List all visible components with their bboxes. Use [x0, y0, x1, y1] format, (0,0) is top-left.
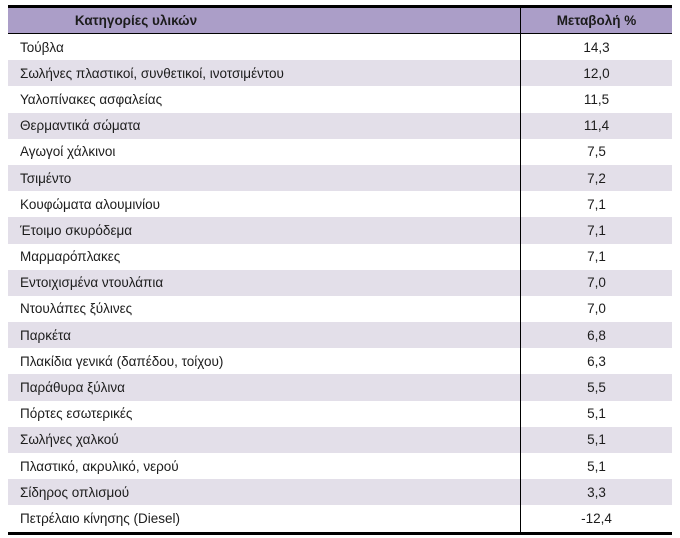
table-row: Έτοιμο σκυρόδεμα 7,1	[8, 217, 672, 244]
table-row: Εντοιχισμένα ντουλάπια 7,0	[8, 269, 672, 296]
change-cell: 7,1	[520, 217, 672, 244]
header-cell-category: Κατηγορίες υλικών	[8, 8, 520, 33]
change-cell: 12,0	[520, 60, 672, 87]
category-cell: Ντουλάπες ξύλινες	[20, 301, 133, 317]
table-row: Παράθυρα ξύλινα 5,5	[8, 374, 672, 401]
materials-change-table: Κατηγορίες υλικών Μεταβολή % Τούβλα 14,3…	[8, 5, 672, 535]
header-cell-change: Μεταβολή %	[520, 8, 672, 33]
table-row: Κουφώματα αλουμινίου 7,1	[8, 191, 672, 218]
category-cell: Τούβλα	[20, 39, 64, 55]
category-cell: Σίδηρος οπλισμού	[20, 484, 130, 500]
change-cell: 5,5	[520, 374, 672, 401]
header-label-category: Κατηγορίες υλικών	[74, 13, 198, 28]
change-cell: 3,3	[520, 479, 672, 506]
change-cell: 7,2	[520, 164, 672, 192]
category-cell: Εντοιχισμένα ντουλάπια	[20, 275, 164, 291]
change-cell: 11,5	[520, 86, 672, 113]
change-cell: 7,5	[520, 138, 672, 165]
table-row: Αγωγοί χάλκινοι 7,5	[8, 138, 672, 165]
table-row: Πετρέλαιο κίνησης (Diesel) -12,4	[8, 505, 672, 532]
table-row: Σωλήνες πλαστικοί, συνθετικοί, ινοτσιμέν…	[8, 60, 672, 87]
change-cell: 7,0	[520, 269, 672, 296]
category-cell: Πλαστικό, ακρυλικό, νερού	[20, 458, 179, 474]
category-cell: Θερμαντικά σώματα	[20, 118, 141, 134]
table-row: Τούβλα 14,3	[8, 34, 672, 61]
change-cell: 5,1	[520, 426, 672, 453]
category-cell: Παράθυρα ξύλινα	[20, 380, 125, 396]
table-row: Πλαστικό, ακρυλικό, νερού 5,1	[8, 453, 672, 480]
category-cell: Παρκέτα	[20, 327, 71, 343]
change-cell: 6,3	[520, 348, 672, 375]
change-cell: 5,1	[520, 453, 672, 480]
category-cell: Υαλοπίνακες ασφαλείας	[20, 91, 163, 107]
table-row: Μαρμαρόπλακες 7,1	[8, 243, 672, 270]
table-body: Τούβλα 14,3 Σωλήνες πλαστικοί, συνθετικο…	[8, 34, 672, 532]
category-cell: Πετρέλαιο κίνησης (Diesel)	[20, 510, 181, 526]
table-row: Θερμαντικά σώματα 11,4	[8, 112, 672, 139]
change-cell: -12,4	[520, 505, 672, 532]
category-cell: Σωλήνες χαλκού	[20, 432, 119, 448]
category-cell: Πόρτες εσωτερικές	[20, 406, 133, 422]
category-cell: Αγωγοί χάλκινοι	[20, 144, 116, 160]
category-cell: Έτοιμο σκυρόδεμα	[20, 222, 133, 238]
category-cell: Κουφώματα αλουμινίου	[20, 196, 160, 212]
table-row: Πόρτες εσωτερικές 5,1	[8, 400, 672, 427]
change-cell: 7,1	[520, 191, 672, 218]
table-row: Παρκέτα 6,8	[8, 322, 672, 349]
table-row: Τσιμέντο 7,2	[8, 164, 672, 192]
change-cell: 5,1	[520, 400, 672, 427]
change-cell: 7,1	[520, 243, 672, 270]
category-cell: Μαρμαρόπλακες	[20, 249, 121, 265]
table-header-row: Κατηγορίες υλικών Μεταβολή %	[8, 8, 672, 34]
change-cell: 11,4	[520, 112, 672, 139]
change-cell: 14,3	[520, 34, 672, 61]
category-cell: Τσιμέντο	[20, 170, 72, 186]
category-cell: Σωλήνες πλαστικοί, συνθετικοί, ινοτσιμέν…	[20, 65, 284, 81]
table-row: Σίδηρος οπλισμού 3,3	[8, 479, 672, 506]
category-cell: Πλακίδια γενικά (δαπέδου, τοίχου)	[20, 353, 224, 369]
change-cell: 6,8	[520, 322, 672, 349]
table-row: Υαλοπίνακες ασφαλείας 11,5	[8, 86, 672, 113]
table-row: Ντουλάπες ξύλινες 7,0	[8, 295, 672, 323]
change-cell: 7,0	[520, 295, 672, 323]
table-row: Πλακίδια γενικά (δαπέδου, τοίχου) 6,3	[8, 348, 672, 375]
table-row: Σωλήνες χαλκού 5,1	[8, 426, 672, 453]
